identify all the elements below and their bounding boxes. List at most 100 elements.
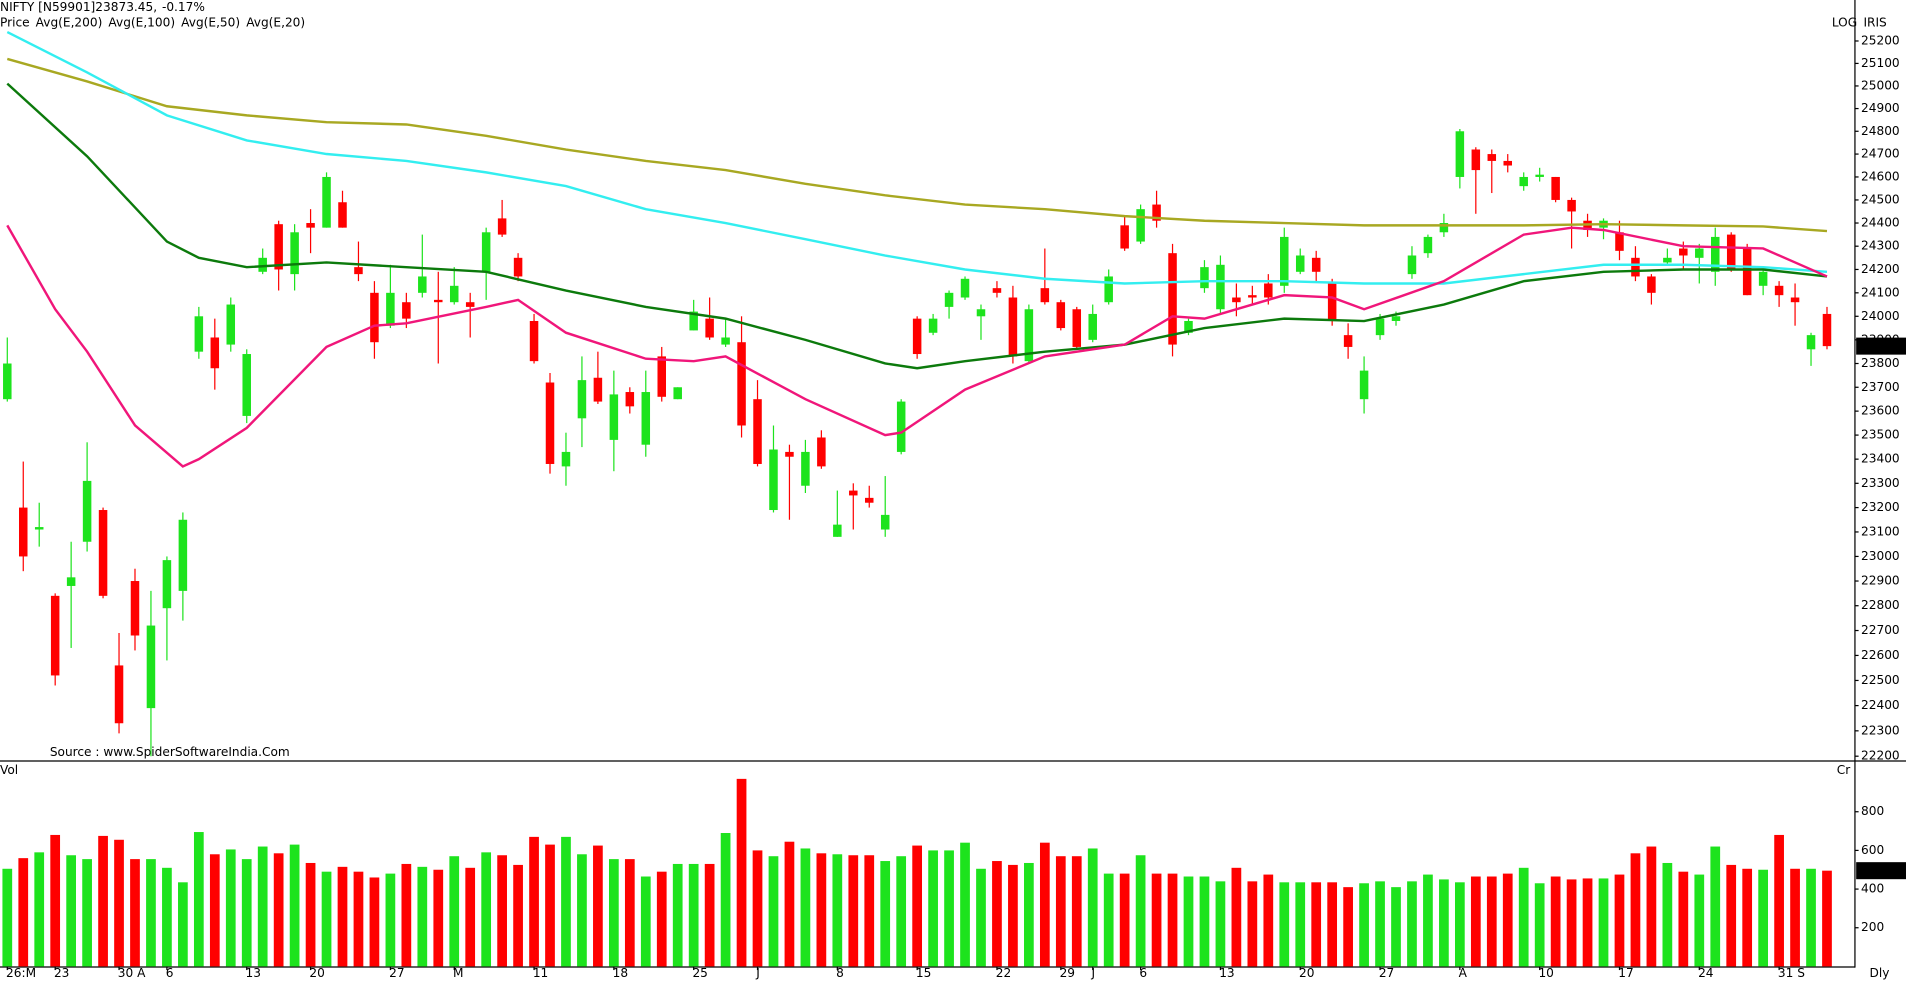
candle-body (960, 278, 970, 298)
y-tick-label: 22700 (1861, 623, 1900, 637)
x-tick-label: J (755, 966, 760, 980)
candle-body (992, 288, 1002, 293)
volume-bar (82, 859, 92, 967)
candle-body (1072, 309, 1082, 347)
volume-bar (1598, 878, 1609, 967)
y-tick-label: 23200 (1861, 500, 1900, 514)
unit-label: Cr (1837, 763, 1850, 777)
candle-body (1088, 313, 1097, 340)
volume-bar (1087, 848, 1098, 967)
candle-body (529, 320, 539, 362)
moving-average-line (6, 31, 1828, 285)
y-tick-label: 23800 (1861, 356, 1900, 370)
volume-bar (545, 844, 555, 967)
candle-body (418, 276, 427, 293)
volume-bar (401, 863, 412, 967)
y-tick-label: 25100 (1861, 56, 1900, 70)
x-tick-label: 23 (54, 966, 69, 980)
x-tick-label: 30 A (118, 966, 146, 980)
y-tick-label: 22800 (1861, 598, 1900, 612)
y-tick-label: 24600 (1861, 169, 1900, 183)
candle-body (1248, 295, 1257, 298)
volume-bar (1359, 883, 1369, 967)
candle-body (1647, 276, 1656, 293)
candle-body (1024, 309, 1034, 362)
candle-body (785, 451, 794, 457)
volume-bar (417, 866, 428, 967)
volume-bar (1614, 874, 1625, 967)
y-tick-label: 24900 (1861, 101, 1900, 115)
legend-entry: Avg(E,50) (181, 16, 240, 30)
candle-body (354, 267, 363, 275)
volume-bar (816, 853, 827, 967)
volume-bar (385, 873, 396, 967)
volume-bar (209, 854, 220, 967)
volume-bar (1423, 874, 1433, 967)
candle-body (50, 595, 60, 676)
volume-bar (593, 845, 603, 967)
volume-bar (1151, 873, 1162, 967)
volume-bar (928, 850, 938, 967)
volume-bar (672, 863, 683, 967)
candle-body (944, 292, 954, 307)
candle-body (449, 285, 459, 303)
candle-body (1104, 276, 1113, 303)
y-tick-label: 24500 (1861, 192, 1900, 206)
candle-body (434, 299, 443, 303)
candle-body (1232, 297, 1241, 303)
volume-bar (1726, 864, 1737, 967)
volume-bar (1678, 871, 1689, 967)
y-tick-label: 400 (1861, 882, 1884, 896)
candle-body (290, 232, 299, 275)
candle-body (1455, 131, 1465, 177)
y-tick-label: 23000 (1861, 549, 1900, 563)
candle-body (1391, 316, 1401, 321)
volume-bar (1024, 862, 1034, 967)
candle-body (146, 625, 156, 709)
volume-bar (178, 882, 188, 967)
volume-bar (640, 876, 651, 967)
volume-bar (1454, 882, 1465, 967)
candle-body (1790, 297, 1800, 303)
y-tick-label: 24400 (1861, 216, 1900, 230)
candle-body (178, 519, 188, 591)
candle-body (338, 202, 347, 228)
volume-bar (66, 855, 77, 967)
candle-body (513, 257, 523, 277)
volume-bar (1822, 870, 1832, 967)
x-tick-label: 20 (309, 966, 324, 980)
candle-body (657, 356, 666, 397)
candle-body (896, 401, 906, 452)
candle-body (1503, 160, 1512, 166)
y-tick-label: 22300 (1861, 723, 1900, 737)
x-tick-label: J (1091, 966, 1096, 980)
volume-bar (1694, 874, 1705, 967)
volume-bar (1247, 881, 1258, 967)
y-tick-label: 22400 (1861, 698, 1900, 712)
volume-bar (1183, 876, 1194, 967)
candle-body (753, 399, 762, 464)
x-tick-label: 20 (1299, 966, 1314, 980)
legend-entry: Avg(E,200) (36, 16, 103, 30)
candle-body (833, 524, 842, 537)
candle-body (769, 449, 778, 511)
volume-label-box (1856, 862, 1906, 880)
volume-bar (1662, 862, 1673, 967)
volume-bar (1008, 864, 1018, 967)
y-tick-label: 24100 (1861, 285, 1900, 299)
volume-bar (2, 868, 13, 967)
volume-bar (577, 854, 587, 967)
volume-bar (50, 834, 61, 967)
candle-body (34, 527, 44, 530)
volume-bar (321, 871, 332, 967)
volume-bar (1391, 887, 1401, 967)
volume-bar (704, 863, 715, 967)
candle-body (593, 377, 603, 402)
candle-body (1152, 204, 1161, 221)
y-tick-label: 24700 (1861, 147, 1900, 161)
volume-bar (353, 871, 364, 967)
legend-entry: Avg(E,20) (246, 16, 305, 30)
y-tick-label: 24300 (1861, 239, 1900, 253)
volume-bar (1263, 874, 1274, 967)
